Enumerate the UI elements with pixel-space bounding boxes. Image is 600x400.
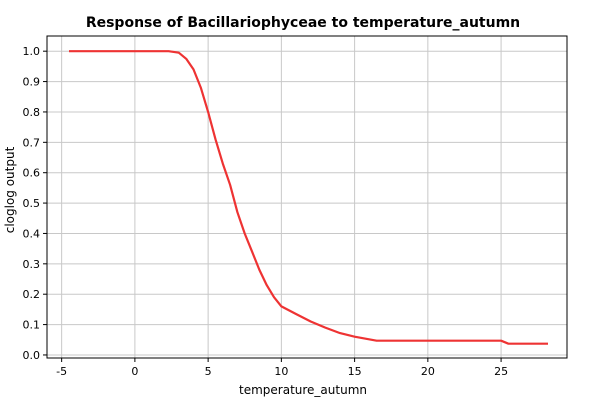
plot-frame [46,35,568,359]
series-line [69,50,548,345]
y-tick-label: 0.5 [23,197,41,210]
x-tick-label: -5 [56,365,67,378]
y-tick-label: 0.0 [23,349,41,362]
y-tick-label: 0.7 [23,136,41,149]
y-tick-label: 0.9 [23,76,41,89]
y-tick-label: 0.1 [23,319,41,332]
chart-title: Response of Bacillariophyceae to tempera… [86,15,520,31]
y-tick-label: 0.2 [23,288,41,301]
y-axis-ticks: 0.0 0.1 0.2 0.3 0.4 0.5 0.6 0.7 0.8 0.9 1.0 [23,45,47,362]
y-tick-label: 0.8 [23,106,41,119]
x-tick-label: 5 [205,365,212,378]
x-axis-ticks: -5 0 5 10 15 20 25 [56,358,508,378]
x-tick-label: 25 [494,365,508,378]
series-layer [69,50,548,345]
y-tick-label: 0.6 [23,167,41,180]
x-axis-label: temperature_autumn [239,383,367,397]
x-tick-label: 10 [274,365,288,378]
y-axis-label: cloglog output [3,146,17,233]
plot-area [47,36,567,358]
x-tick-label: 15 [348,365,362,378]
grid [47,36,567,358]
y-tick-label: 1.0 [23,45,41,58]
y-tick-label: 0.3 [23,258,41,271]
x-tick-label: 20 [421,365,435,378]
y-tick-label: 0.4 [23,227,41,240]
x-tick-label: 0 [131,365,138,378]
